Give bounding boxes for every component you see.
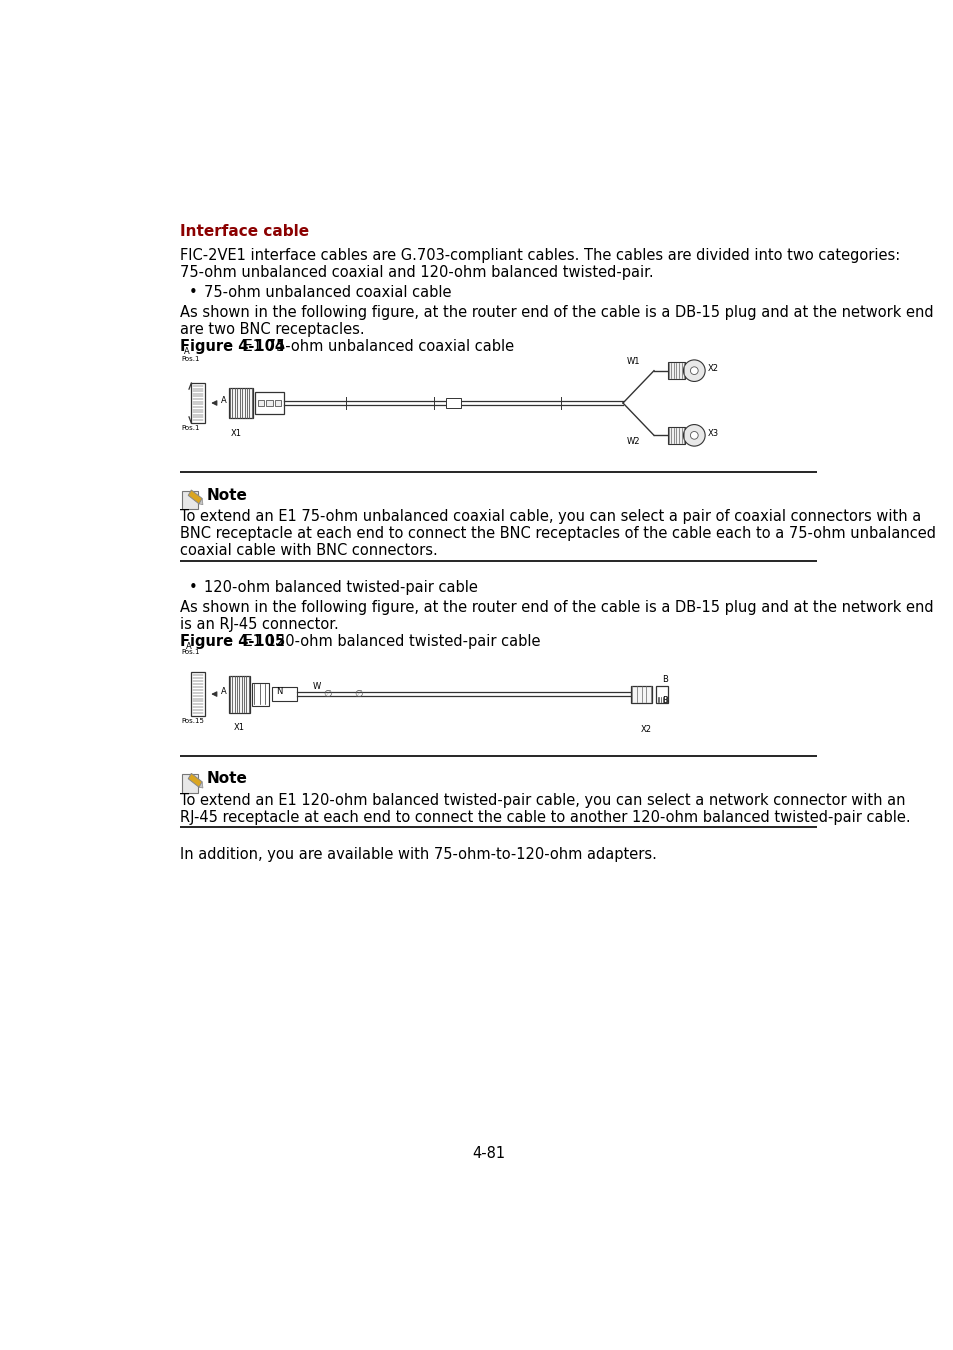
Text: W: W xyxy=(312,682,320,691)
Text: Figure 4-105: Figure 4-105 xyxy=(179,634,285,649)
Bar xyxy=(266,400,273,406)
Bar xyxy=(229,387,253,418)
Bar xyxy=(630,686,652,702)
Text: •: • xyxy=(189,285,197,300)
Text: Note: Note xyxy=(207,771,248,786)
Text: X3: X3 xyxy=(707,428,719,437)
Text: A: A xyxy=(186,641,192,651)
Text: coaxial cable with BNC connectors.: coaxial cable with BNC connectors. xyxy=(179,543,437,558)
Polygon shape xyxy=(199,782,203,788)
Bar xyxy=(192,383,205,423)
Text: X2: X2 xyxy=(707,364,719,373)
Text: As shown in the following figure, at the router end of the cable is a DB-15 plug: As shown in the following figure, at the… xyxy=(179,305,932,320)
Text: •: • xyxy=(189,580,197,595)
Circle shape xyxy=(682,424,704,446)
Bar xyxy=(445,398,460,408)
Bar xyxy=(182,774,197,792)
Polygon shape xyxy=(188,490,202,504)
Text: A: A xyxy=(183,347,189,356)
Text: 120-ohm balanced twisted-pair cable: 120-ohm balanced twisted-pair cable xyxy=(204,580,477,595)
Text: X1: X1 xyxy=(231,429,241,439)
Text: are two BNC receptacles.: are two BNC receptacles. xyxy=(179,323,364,338)
Circle shape xyxy=(682,360,704,382)
Text: E1 120-ohm balanced twisted-pair cable: E1 120-ohm balanced twisted-pair cable xyxy=(238,634,539,649)
Bar xyxy=(272,687,296,701)
Bar xyxy=(229,675,250,713)
Text: RJ-45 receptacle at each end to connect the cable to another 120-ohm balanced tw: RJ-45 receptacle at each end to connect … xyxy=(179,810,909,825)
Text: Pos.1: Pos.1 xyxy=(181,649,199,655)
Bar xyxy=(667,362,684,379)
Text: W1: W1 xyxy=(626,356,639,366)
Bar xyxy=(667,427,684,444)
Circle shape xyxy=(690,432,698,439)
Text: B: B xyxy=(661,675,667,684)
Bar xyxy=(655,686,667,702)
Text: 75-ohm unbalanced coaxial and 120-ohm balanced twisted-pair.: 75-ohm unbalanced coaxial and 120-ohm ba… xyxy=(179,265,653,281)
Text: A: A xyxy=(220,687,226,697)
Text: Interface cable: Interface cable xyxy=(179,224,309,239)
Text: Figure 4-104: Figure 4-104 xyxy=(179,339,284,354)
Text: X2: X2 xyxy=(640,725,651,734)
Text: Pos.1: Pos.1 xyxy=(181,424,199,431)
Bar xyxy=(254,393,284,414)
Bar xyxy=(192,672,205,717)
Text: X1: X1 xyxy=(233,724,245,732)
Text: To extend an E1 120-ohm balanced twisted-pair cable, you can select a network co: To extend an E1 120-ohm balanced twisted… xyxy=(179,792,904,807)
Text: is an RJ-45 connector.: is an RJ-45 connector. xyxy=(179,617,338,632)
Text: A: A xyxy=(220,396,226,405)
Polygon shape xyxy=(199,498,203,505)
Bar xyxy=(182,491,197,509)
Polygon shape xyxy=(188,774,202,787)
Text: As shown in the following figure, at the router end of the cable is a DB-15 plug: As shown in the following figure, at the… xyxy=(179,601,932,616)
Text: In addition, you are available with 75-ohm-to-120-ohm adapters.: In addition, you are available with 75-o… xyxy=(179,846,656,861)
Text: B: B xyxy=(661,697,667,706)
Bar xyxy=(252,683,269,706)
Text: ∅: ∅ xyxy=(355,688,362,699)
Text: W2: W2 xyxy=(626,437,639,446)
Text: To extend an E1 75-ohm unbalanced coaxial cable, you can select a pair of coaxia: To extend an E1 75-ohm unbalanced coaxia… xyxy=(179,509,920,524)
Text: Note: Note xyxy=(207,487,248,502)
Text: ∅: ∅ xyxy=(323,688,332,699)
Bar xyxy=(274,400,281,406)
Text: Pos.1: Pos.1 xyxy=(181,356,199,362)
Text: 4-81: 4-81 xyxy=(472,1146,505,1161)
Text: E1 75-ohm unbalanced coaxial cable: E1 75-ohm unbalanced coaxial cable xyxy=(238,339,513,354)
Text: Pos.15: Pos.15 xyxy=(181,718,204,724)
Text: N: N xyxy=(276,687,283,697)
Circle shape xyxy=(690,367,698,374)
Text: 75-ohm unbalanced coaxial cable: 75-ohm unbalanced coaxial cable xyxy=(204,285,452,300)
Text: BNC receptacle at each end to connect the BNC receptacles of the cable each to a: BNC receptacle at each end to connect th… xyxy=(179,526,935,541)
Text: FIC-2VE1 interface cables are G.703-compliant cables. The cables are divided int: FIC-2VE1 interface cables are G.703-comp… xyxy=(179,248,899,263)
Bar xyxy=(257,400,264,406)
